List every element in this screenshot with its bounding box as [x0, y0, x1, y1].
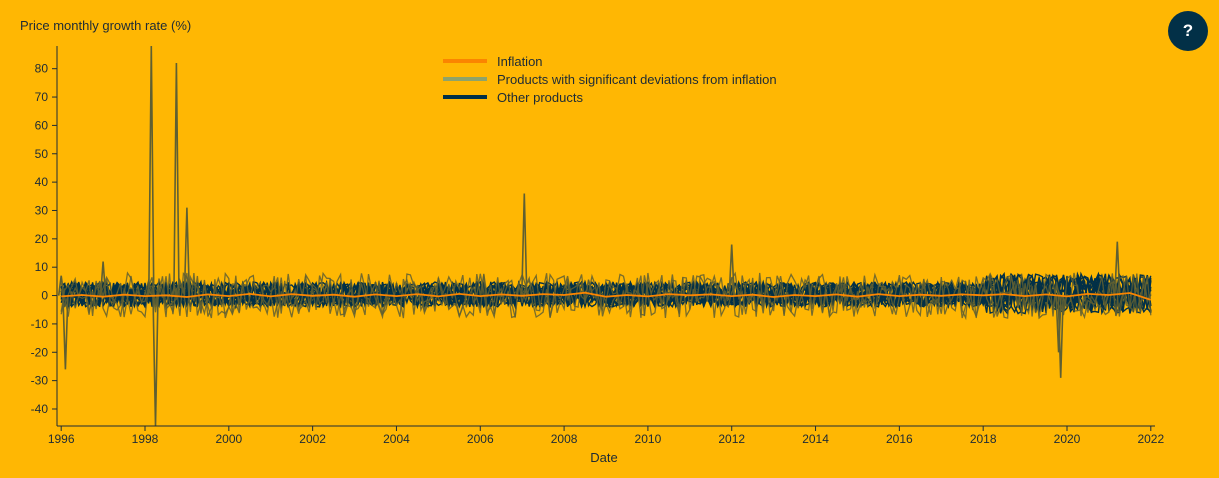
significant-deviation-point	[1114, 241, 1121, 296]
y-tick-label: 60	[35, 118, 49, 132]
significant-deviation-point	[1055, 295, 1062, 353]
y-axis-label: Price monthly growth rate (%)	[20, 18, 191, 33]
y-tick-label: 30	[35, 203, 49, 217]
x-tick-label: 2008	[551, 432, 578, 446]
y-tick-label: 20	[35, 232, 49, 246]
x-tick-label: 2022	[1137, 432, 1164, 446]
y-tick-label: -10	[31, 317, 49, 331]
x-tick-label: 2004	[383, 432, 410, 446]
y-axis: -40 -30 -20 -10 0 10 20 30 40 50 60 70 80	[31, 46, 58, 426]
significant-deviation-point	[57, 275, 65, 296]
x-tick-label: 2010	[635, 432, 662, 446]
y-tick-label: 80	[35, 62, 49, 76]
y-tick-label: 40	[35, 175, 49, 189]
x-tick-label: 2002	[299, 432, 326, 446]
significant-deviation-point	[728, 244, 735, 296]
significant-deviation-point	[183, 207, 191, 296]
significant-deviation-line	[60, 271, 1152, 320]
x-tick-label: 2000	[215, 432, 242, 446]
y-tick-label: -40	[31, 402, 49, 416]
significant-deviation-series	[57, 45, 1152, 427]
x-tick-label: 2018	[970, 432, 997, 446]
significant-deviation-point	[99, 261, 107, 296]
significant-deviation-point	[62, 295, 69, 370]
inflation-line	[61, 291, 1152, 301]
x-axis-label: Date	[590, 450, 617, 465]
y-tick-label: -20	[31, 345, 49, 359]
significant-deviation-point	[148, 45, 155, 296]
significant-deviation-point	[521, 193, 528, 296]
legend: Inflation Products with significant devi…	[443, 54, 777, 105]
x-tick-label: 1996	[48, 432, 75, 446]
help-button[interactable]: ?	[1168, 11, 1208, 51]
significant-deviation-point	[523, 287, 530, 296]
x-tick-label: 2006	[467, 432, 494, 446]
x-axis: 1996 1998 2000 2002 2004 2006 2008 2010 2012 2014…	[48, 425, 1164, 446]
significant-deviation-point	[173, 62, 180, 296]
x-tick-label: 2012	[718, 432, 745, 446]
y-tick-label: -30	[31, 374, 49, 388]
inflation-series	[61, 291, 1152, 301]
significant-deviation-point	[152, 295, 159, 427]
legend-label-significant: Products with significant deviations fro…	[497, 72, 777, 87]
y-tick-label: 10	[35, 260, 49, 274]
legend-label-inflation: Inflation	[497, 54, 543, 69]
y-tick-label: 0	[41, 289, 48, 303]
significant-deviation-point	[1057, 295, 1064, 378]
legend-label-other: Other products	[497, 90, 583, 105]
y-tick-label: 70	[35, 90, 49, 104]
y-tick-label: 50	[35, 147, 49, 161]
x-tick-label: 2016	[886, 432, 913, 446]
x-tick-label: 2014	[802, 432, 829, 446]
x-tick-label: 2020	[1054, 432, 1081, 446]
x-tick-label: 1998	[132, 432, 159, 446]
